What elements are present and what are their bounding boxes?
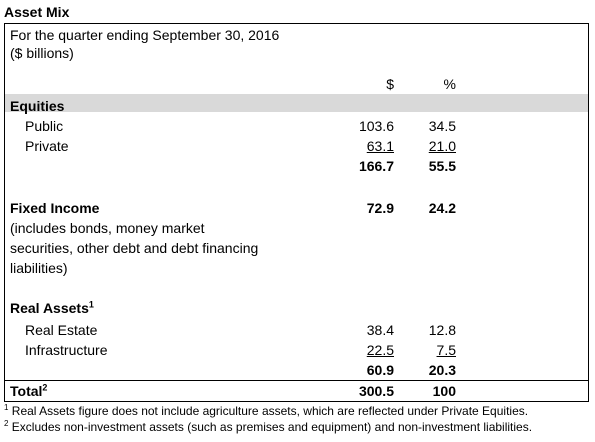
fixed-income-heading: Fixed Income bbox=[10, 200, 100, 216]
footnote-marker: 2 bbox=[42, 382, 48, 393]
fixed-income-percent: 24.2 bbox=[428, 200, 456, 216]
equities-private-percent: 21.0 bbox=[428, 138, 456, 154]
total-label: Total2 bbox=[10, 382, 48, 399]
equities-heading: Equities bbox=[10, 98, 65, 114]
total-divider bbox=[5, 380, 588, 381]
real-assets-total-percent: 20.3 bbox=[428, 362, 456, 378]
real-estate-dollar: 38.4 bbox=[366, 322, 394, 338]
total-percent: 100 bbox=[432, 383, 456, 399]
asset-mix-table: For the quarter ending September 30, 201… bbox=[4, 23, 589, 402]
infrastructure-percent: 7.5 bbox=[436, 342, 456, 358]
total-dollar: 300.5 bbox=[358, 383, 394, 399]
infrastructure-dollar: 22.5 bbox=[366, 342, 394, 358]
equities-total-dollar: 166.7 bbox=[358, 158, 394, 174]
infrastructure-label: Infrastructure bbox=[25, 342, 108, 358]
equities-public-label: Public bbox=[25, 118, 64, 134]
table-title: Asset Mix bbox=[4, 4, 70, 20]
equities-public-dollar: 103.6 bbox=[358, 118, 394, 134]
real-assets-heading: Real Assets1 bbox=[10, 299, 94, 316]
fixed-income-dollar: 72.9 bbox=[366, 200, 394, 216]
equities-public-percent: 34.5 bbox=[428, 118, 456, 134]
percent-column-header: % bbox=[443, 76, 456, 92]
footnote-marker: 1 bbox=[88, 299, 94, 310]
footnote-text: Real Assets figure does not include agri… bbox=[11, 404, 529, 418]
footnote: 2 Excludes non-investment assets (such a… bbox=[4, 419, 533, 435]
real-estate-percent: 12.8 bbox=[428, 322, 456, 338]
footnote-marker: 1 bbox=[4, 403, 9, 412]
real-assets-total-dollar: 60.9 bbox=[366, 362, 394, 378]
header-band bbox=[5, 94, 588, 112]
units-label: ($ billions) bbox=[10, 45, 74, 61]
dollar-column-header: $ bbox=[386, 76, 394, 92]
fixed-income-note-line: securities, other debt and debt financin… bbox=[10, 240, 259, 256]
real-estate-label: Real Estate bbox=[25, 322, 98, 338]
footnote-marker: 2 bbox=[4, 419, 9, 428]
footnote: 1 Real Assets figure does not include ag… bbox=[4, 403, 529, 419]
equities-private-label: Private bbox=[25, 138, 69, 154]
footnote-text: Excludes non-investment assets (such as … bbox=[11, 420, 533, 434]
period-label: For the quarter ending September 30, 201… bbox=[10, 27, 280, 43]
equities-private-dollar: 63.1 bbox=[366, 138, 394, 154]
fixed-income-note-line: (includes bonds, money market bbox=[10, 220, 205, 236]
fixed-income-note-line: liabilities) bbox=[10, 260, 68, 276]
equities-total-percent: 55.5 bbox=[428, 158, 456, 174]
